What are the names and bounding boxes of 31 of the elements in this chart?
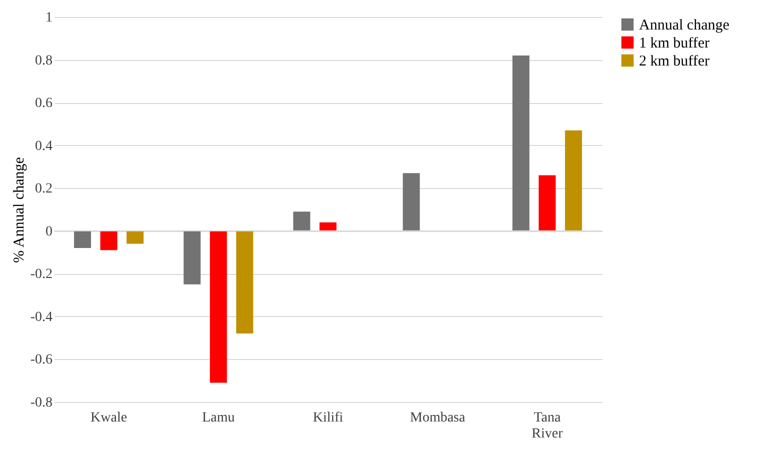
x-tick-label: Tana River [532,410,564,442]
bar [236,230,254,334]
x-tick-label: Kwale [90,410,128,426]
x-tick-label: Kilifi [312,410,344,426]
y-tick-label: 0.2 [35,182,52,197]
y-tick-label: -0.4 [30,310,52,325]
legend-label: Annual change [639,18,730,34]
y-tick-label: 0 [46,224,52,240]
bar [126,230,144,244]
y-tick-label: 0.6 [35,96,52,112]
y-axis-title: % Annual change [11,156,28,263]
bar [100,230,118,250]
bar [564,130,582,231]
y-tick-label: 1 [46,10,52,26]
bar [320,222,336,231]
y-tick-label: -0.2 [30,267,52,282]
bar [184,230,201,284]
bar [210,230,227,383]
legend-label: 2 km buffer [639,54,710,70]
bar [538,175,556,231]
y-tick-label: 0.4 [35,138,52,154]
y-tick-label: -0.8 [30,396,52,410]
y-tick-label: 0.8 [35,53,52,68]
bar [512,56,530,231]
x-tick-label: Lamu [202,410,235,426]
legend-label: 1 km buffer [639,36,710,52]
x-tick-label: Mombasa [410,410,466,426]
y-tick-label: -0.6 [30,352,52,368]
bar [293,212,310,231]
bar [74,230,92,248]
bar [402,173,420,231]
